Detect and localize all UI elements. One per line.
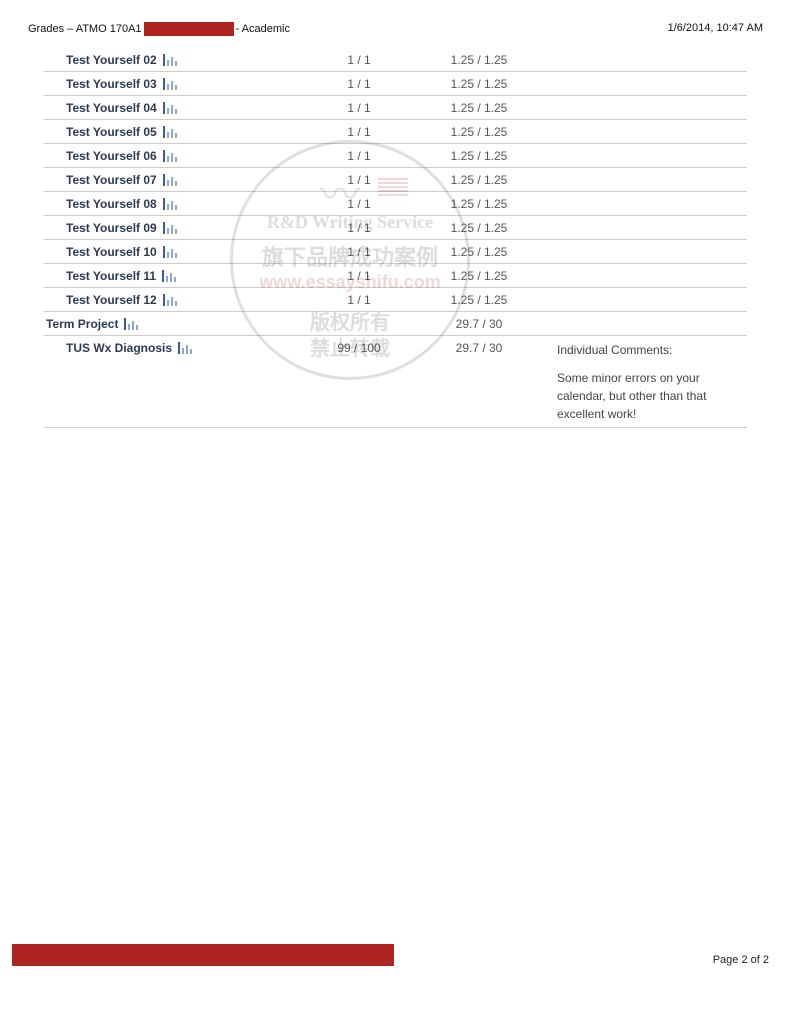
assignment-name-cell: Test Yourself 06 <box>44 149 299 163</box>
raw-score: 1 / 1 <box>299 293 419 307</box>
footer-redaction-bar <box>12 944 394 966</box>
raw-score: 1 / 1 <box>299 125 419 139</box>
grade-row: Test Yourself 08 1 / 11.25 / 1.25 <box>44 191 747 215</box>
weighted-score: 1.25 / 1.25 <box>419 53 539 67</box>
weighted-score: 1.25 / 1.25 <box>419 173 539 187</box>
raw-score: 1 / 1 <box>299 269 419 283</box>
assignment-name[interactable]: Test Yourself 08 <box>66 197 157 211</box>
weighted-score: 1.25 / 1.25 <box>419 293 539 307</box>
grade-row: Test Yourself 02 1 / 11.25 / 1.25 <box>44 48 747 71</box>
bar-chart-icon[interactable] <box>163 126 177 138</box>
assignment-name-cell: Test Yourself 05 <box>44 125 299 139</box>
bar-chart-icon[interactable] <box>163 222 177 234</box>
weighted-score: 1.25 / 1.25 <box>419 77 539 91</box>
page-footer: Page 2 of 2 <box>12 944 769 966</box>
weighted-score: 29.7 / 30 <box>419 317 539 331</box>
assignment-name[interactable]: Test Yourself 03 <box>66 77 157 91</box>
grades-table: Test Yourself 02 1 / 11.25 / 1.25Test Yo… <box>44 48 747 428</box>
assignment-name[interactable]: Test Yourself 12 <box>66 293 157 307</box>
assignment-name[interactable]: Test Yourself 10 <box>66 245 157 259</box>
raw-score: 1 / 1 <box>299 101 419 115</box>
weighted-score: 1.25 / 1.25 <box>419 197 539 211</box>
weighted-score: 1.25 / 1.25 <box>419 269 539 283</box>
assignment-name-cell: Test Yourself 03 <box>44 77 299 91</box>
header-left: Grades – ATMO 170A1 - Academic <box>28 22 290 36</box>
raw-score: 1 / 1 <box>299 221 419 235</box>
assignment-name[interactable]: TUS Wx Diagnosis <box>66 341 172 355</box>
assignment-name[interactable]: Test Yourself 05 <box>66 125 157 139</box>
assignment-name[interactable]: Test Yourself 07 <box>66 173 157 187</box>
raw-score: 99 / 100 <box>299 341 419 355</box>
weighted-score: 1.25 / 1.25 <box>419 221 539 235</box>
bar-chart-icon[interactable] <box>163 198 177 210</box>
assignment-name-cell: Test Yourself 04 <box>44 101 299 115</box>
weighted-score: 1.25 / 1.25 <box>419 149 539 163</box>
bar-chart-icon[interactable] <box>163 54 177 66</box>
weighted-score: 1.25 / 1.25 <box>419 125 539 139</box>
bar-chart-icon[interactable] <box>163 294 177 306</box>
bar-chart-icon[interactable] <box>124 318 138 330</box>
assignment-name[interactable]: Test Yourself 11 <box>66 269 156 283</box>
assignment-name[interactable]: Term Project <box>46 317 118 331</box>
comment-body: Some minor errors on your calendar, but … <box>557 369 747 423</box>
header-title-prefix: Grades – ATMO 170A1 <box>28 23 142 35</box>
comment-title: Individual Comments: <box>557 341 747 359</box>
grade-row: Test Yourself 05 1 / 11.25 / 1.25 <box>44 119 747 143</box>
assignment-name-cell: Test Yourself 02 <box>44 53 299 67</box>
grade-row: TUS Wx Diagnosis 99 / 10029.7 / 30Indivi… <box>44 335 747 428</box>
comment-cell: Individual Comments: Some minor errors on… <box>539 341 747 423</box>
grade-row: Test Yourself 09 1 / 11.25 / 1.25 <box>44 215 747 239</box>
assignment-name-cell: Test Yourself 10 <box>44 245 299 259</box>
raw-score: 1 / 1 <box>299 197 419 211</box>
raw-score: 1 / 1 <box>299 53 419 67</box>
raw-score: 1 / 1 <box>299 245 419 259</box>
assignment-name[interactable]: Test Yourself 04 <box>66 101 157 115</box>
page-header: Grades – ATMO 170A1 - Academic 1/6/2014,… <box>28 22 763 36</box>
bar-chart-icon[interactable] <box>163 246 177 258</box>
raw-score: 1 / 1 <box>299 77 419 91</box>
header-title-suffix: - Academic <box>236 23 290 35</box>
assignment-name-cell: Term Project <box>44 317 299 331</box>
assignment-name[interactable]: Test Yourself 09 <box>66 221 157 235</box>
bar-chart-icon[interactable] <box>162 270 176 282</box>
assignment-name-cell: TUS Wx Diagnosis <box>44 341 299 355</box>
grade-row: Test Yourself 04 1 / 11.25 / 1.25 <box>44 95 747 119</box>
page-number: Page 2 of 2 <box>713 954 769 966</box>
grade-row: Test Yourself 12 1 / 11.25 / 1.25 <box>44 287 747 311</box>
grade-row: Term Project 29.7 / 30 <box>44 311 747 335</box>
bar-chart-icon[interactable] <box>163 174 177 186</box>
bar-chart-icon[interactable] <box>163 150 177 162</box>
header-timestamp: 1/6/2014, 10:47 AM <box>668 22 763 36</box>
grade-row: Test Yourself 11 1 / 11.25 / 1.25 <box>44 263 747 287</box>
weighted-score: 1.25 / 1.25 <box>419 245 539 259</box>
grade-row: Test Yourself 07 1 / 11.25 / 1.25 <box>44 167 747 191</box>
raw-score: 1 / 1 <box>299 149 419 163</box>
bar-chart-icon[interactable] <box>178 342 192 354</box>
redaction-block <box>144 22 234 36</box>
assignment-name-cell: Test Yourself 09 <box>44 221 299 235</box>
weighted-score: 29.7 / 30 <box>419 341 539 355</box>
weighted-score: 1.25 / 1.25 <box>419 101 539 115</box>
assignment-name[interactable]: Test Yourself 06 <box>66 149 157 163</box>
assignment-name-cell: Test Yourself 11 <box>44 269 299 283</box>
bar-chart-icon[interactable] <box>163 102 177 114</box>
raw-score: 1 / 1 <box>299 173 419 187</box>
bar-chart-icon[interactable] <box>163 78 177 90</box>
assignment-name[interactable]: Test Yourself 02 <box>66 53 157 67</box>
grade-row: Test Yourself 06 1 / 11.25 / 1.25 <box>44 143 747 167</box>
assignment-name-cell: Test Yourself 08 <box>44 197 299 211</box>
assignment-name-cell: Test Yourself 12 <box>44 293 299 307</box>
grade-row: Test Yourself 10 1 / 11.25 / 1.25 <box>44 239 747 263</box>
grade-row: Test Yourself 03 1 / 11.25 / 1.25 <box>44 71 747 95</box>
assignment-name-cell: Test Yourself 07 <box>44 173 299 187</box>
